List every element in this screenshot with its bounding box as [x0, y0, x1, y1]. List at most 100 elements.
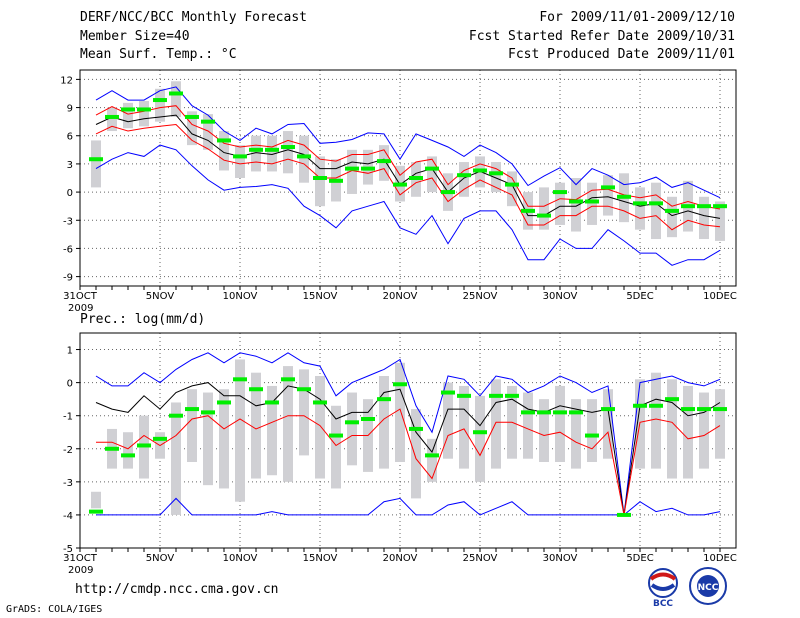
iqr-box: [347, 149, 357, 194]
mean-marker: [313, 176, 327, 180]
y-tick-label: -3: [63, 216, 73, 227]
iqr-box: [299, 369, 309, 456]
mean-marker: [425, 166, 439, 171]
iqr-box: [411, 409, 421, 499]
mean-marker: [633, 403, 647, 408]
iqr-box: [139, 100, 149, 127]
iqr-box: [555, 182, 565, 225]
mean-marker: [585, 199, 599, 204]
y-tick-label: 1: [67, 346, 73, 357]
iqr-box: [651, 182, 661, 240]
source-url[interactable]: http://cmdp.ncc.cma.gov.cn: [75, 582, 279, 597]
iqr-box: [171, 81, 181, 117]
iqr-box: [491, 162, 501, 193]
mean-marker: [233, 377, 247, 382]
plot-frame: [79, 332, 737, 549]
iqr-box: [699, 196, 709, 240]
mean-marker: [441, 190, 455, 195]
y-tick-label: 6: [67, 132, 73, 143]
iqr-box: [315, 156, 325, 207]
iqr-box: [107, 107, 117, 132]
iqr-box: [331, 405, 341, 489]
mean-marker: [377, 159, 391, 164]
iqr-box: [715, 201, 725, 241]
mean-marker: [569, 410, 583, 415]
panel-1: 12 9 6 3 0 -3 -6 -9 31OCT 5NOV 10NOV 15NOV 20NOV 25NO…: [60, 69, 737, 314]
y-tick-label: -6: [63, 244, 73, 255]
mean-marker: [105, 114, 119, 119]
x-tick-label: 25NOV: [463, 553, 498, 564]
mean-marker: [409, 426, 423, 431]
iqr-box: [379, 376, 389, 469]
mean-marker: [601, 185, 615, 190]
series-line-max: [95, 352, 721, 515]
ncc-logo-text: NCC: [698, 583, 719, 593]
iqr-box: [91, 491, 101, 509]
iqr-box: [155, 88, 165, 122]
iqr-box: [91, 140, 101, 188]
mean-marker: [217, 138, 231, 143]
mean-marker: [393, 382, 407, 387]
panel-title: Prec.: log(mm/d): [80, 312, 205, 327]
mean-marker: [217, 400, 231, 405]
mean-marker: [569, 199, 583, 204]
x-tick-label: 15NOV: [303, 553, 338, 564]
y-tick-label: -5: [63, 544, 73, 555]
iqr-box: [587, 399, 597, 462]
y-tick-label: -3: [63, 478, 73, 489]
iqr-box: [187, 389, 197, 462]
x-year-label: 2009: [68, 303, 93, 314]
iqr-box: [203, 114, 213, 150]
iqr-box: [459, 385, 469, 469]
mean-marker: [649, 403, 663, 408]
mean-marker: [601, 407, 615, 412]
y-tick-label: 0: [67, 188, 73, 199]
mean-marker: [697, 407, 711, 412]
y-tick-label: -1: [63, 412, 73, 423]
mean-marker: [617, 194, 631, 199]
x-year-label: 2009: [68, 565, 93, 576]
series-line-median: [95, 114, 721, 219]
series-line-p10: [96, 408, 721, 515]
x-tick-label: 5DEC: [626, 553, 653, 564]
mean-marker: [633, 201, 647, 206]
iqr-box: [299, 135, 309, 183]
y-tick-label: -2: [63, 445, 73, 456]
iqr-box: [539, 399, 549, 462]
mean-marker: [697, 204, 711, 209]
member-size: Member Size=40: [80, 29, 190, 44]
iqr-box: [187, 111, 197, 146]
iqr-box: [491, 379, 501, 469]
iqr-box: [603, 175, 613, 216]
mean-marker: [345, 166, 359, 171]
mean-marker: [713, 407, 727, 412]
x-tick-label: 20NOV: [383, 553, 418, 564]
iqr-box: [667, 196, 677, 238]
y-tick-label: -4: [63, 511, 73, 522]
forecast-period: For 2009/11/01-2009/12/10: [539, 10, 735, 25]
mean-marker: [585, 433, 599, 438]
x-tick-label: 15NOV: [303, 291, 338, 302]
plot-frame: [79, 69, 737, 287]
iqr-box: [539, 187, 549, 230]
x-tick-label: 10NOV: [223, 553, 258, 564]
x-tick-label: 20NOV: [383, 291, 418, 302]
series-line-min: [95, 144, 721, 266]
iqr-box: [315, 376, 325, 479]
grads-credit: GrADS: COLA/IGES: [6, 604, 103, 615]
mean-marker: [521, 410, 535, 415]
iqr-box: [459, 162, 469, 197]
iqr-box: [267, 135, 277, 172]
mean-marker: [249, 387, 263, 392]
x-tick-label: 10DEC: [703, 553, 737, 564]
mean-marker: [137, 107, 151, 112]
x-tick-label: 31OCT: [63, 291, 98, 302]
bcc-logo: BCC: [648, 568, 678, 608]
mean-marker: [505, 393, 519, 398]
y-tick-label: 0: [67, 379, 73, 390]
mean-marker: [473, 430, 487, 435]
mean-marker: [153, 98, 167, 103]
iqr-box: [395, 362, 405, 462]
mean-marker: [489, 171, 503, 176]
